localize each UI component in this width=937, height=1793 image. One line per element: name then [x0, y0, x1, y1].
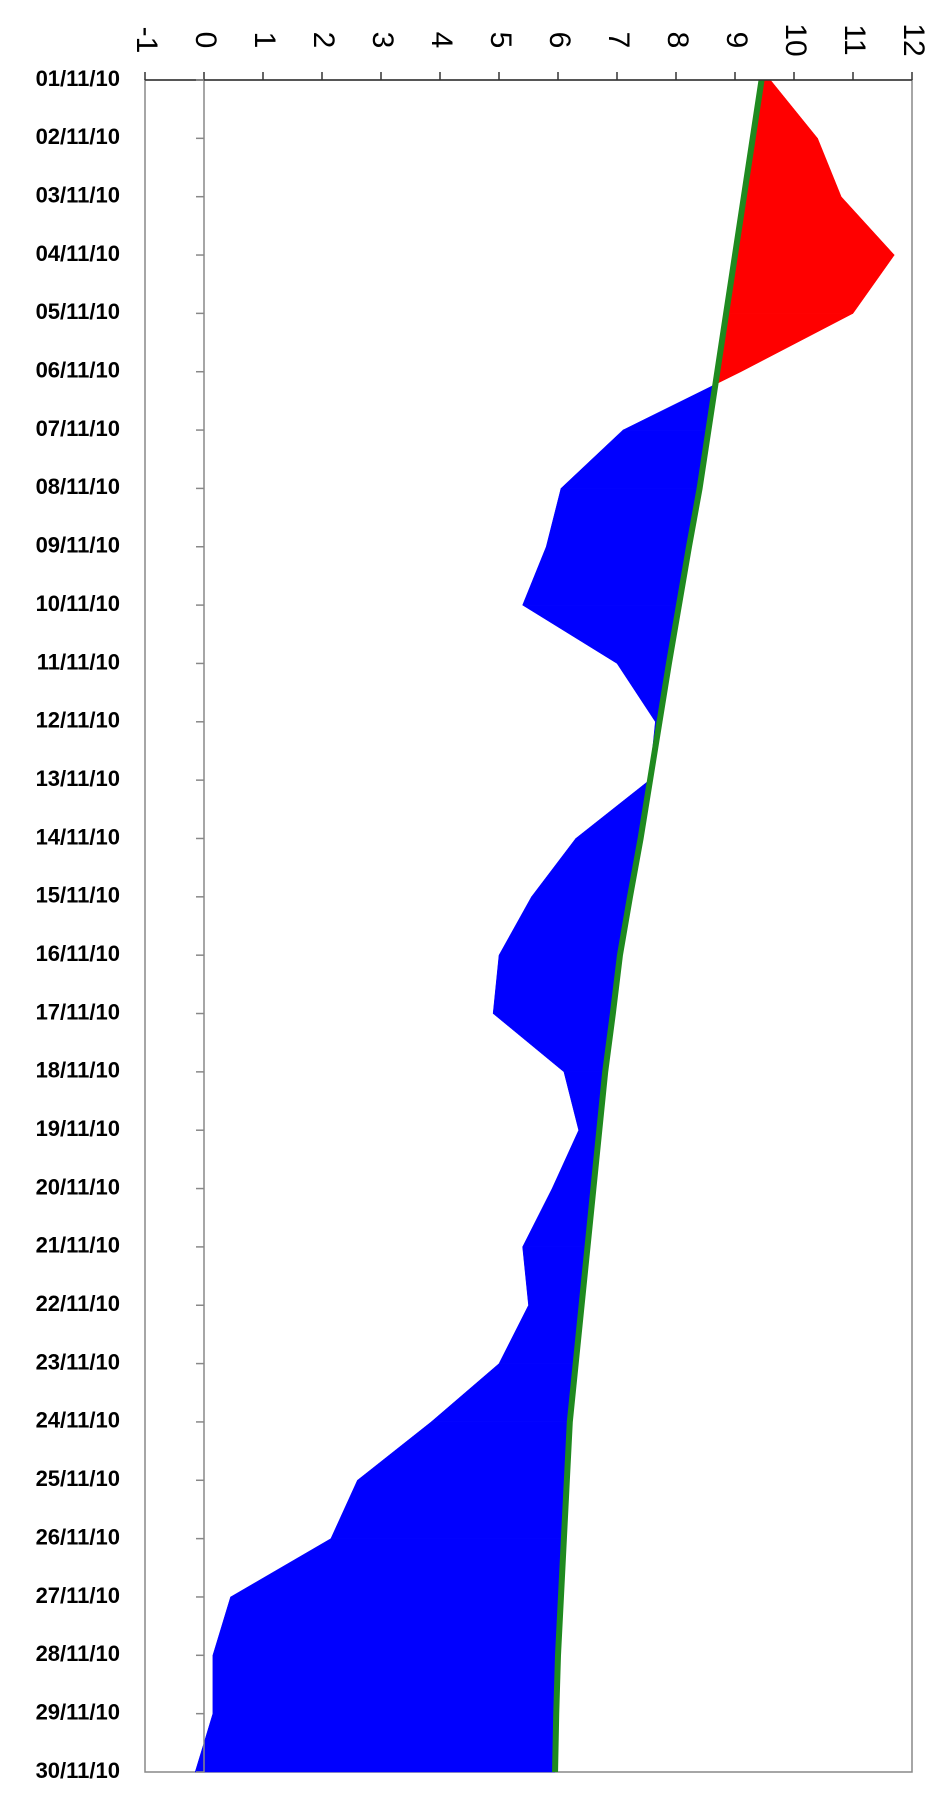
area-segment [194, 1713, 557, 1773]
area-segment [522, 1246, 588, 1306]
category-label: 30/11/10 [36, 1758, 120, 1783]
value-tick-label: 3 [366, 32, 399, 49]
area-segment [498, 896, 631, 956]
category-label: 09/11/10 [36, 533, 120, 558]
category-label: 18/11/10 [36, 1058, 120, 1083]
area-segment [430, 1363, 576, 1423]
value-tick-label: 10 [779, 23, 812, 56]
category-label: 13/11/10 [36, 766, 120, 791]
category-label: 28/11/10 [36, 1641, 120, 1666]
value-tick-label: 9 [720, 32, 753, 49]
category-label: 08/11/10 [36, 474, 120, 499]
area-segment [743, 138, 842, 197]
category-label: 19/11/10 [36, 1116, 120, 1141]
value-tick-label: 2 [307, 32, 340, 49]
area-segment [492, 954, 621, 1014]
area-segment [574, 779, 651, 839]
area-segment [545, 488, 700, 548]
value-tick-label: 8 [661, 32, 694, 49]
area-segment [522, 1188, 594, 1248]
area-segment [356, 1421, 571, 1481]
category-label: 21/11/10 [36, 1233, 120, 1258]
category-label: 05/11/10 [36, 299, 120, 324]
area-segment [717, 313, 854, 372]
area-segment [734, 196, 895, 256]
category-label: 10/11/10 [36, 591, 120, 616]
category-label: 25/11/10 [36, 1466, 120, 1491]
trend-line [552, 79, 765, 1773]
category-label: 27/11/10 [36, 1583, 120, 1608]
value-tick-label: 5 [484, 32, 517, 49]
value-tick-label: 4 [425, 32, 458, 49]
category-label: 03/11/10 [36, 183, 120, 208]
category-label: 15/11/10 [36, 883, 120, 908]
area-segment [560, 429, 709, 489]
value-tick-label: -1 [130, 27, 163, 54]
category-label: 04/11/10 [36, 241, 120, 266]
area-segment [212, 1655, 559, 1714]
category-label: 23/11/10 [36, 1349, 120, 1374]
category-label: 11/11/10 [37, 649, 120, 674]
category-label: 01/11/10 [36, 66, 120, 91]
category-label: 17/11/10 [36, 999, 120, 1024]
category-label: 02/11/10 [36, 124, 120, 149]
area-segment [522, 546, 690, 606]
value-tick-label: 11 [838, 24, 871, 55]
value-tick-label: 6 [543, 32, 576, 49]
category-label: 06/11/10 [36, 358, 120, 383]
category-label: 14/11/10 [36, 824, 120, 849]
category-label: 24/11/10 [36, 1408, 120, 1433]
category-label: 22/11/10 [36, 1291, 120, 1316]
area-segment [330, 1480, 568, 1539]
area-segment [530, 838, 641, 898]
category-label: 12/11/10 [36, 708, 120, 733]
value-tick-label: 12 [897, 23, 930, 56]
value-tick-label: 1 [248, 32, 281, 49]
area-segment [498, 1304, 582, 1364]
category-label: 07/11/10 [36, 416, 120, 441]
area-segment [725, 254, 895, 314]
area-segment [212, 1596, 562, 1656]
category-label: 29/11/10 [36, 1699, 120, 1724]
category-label: 20/11/10 [36, 1174, 120, 1199]
category-label: 16/11/10 [36, 941, 120, 966]
category-label: 26/11/10 [36, 1524, 120, 1549]
area-segment [492, 1013, 614, 1073]
value-tick-label: 7 [602, 32, 635, 49]
area-segment [622, 383, 716, 431]
area-segment [229, 1538, 565, 1598]
value-tick-label: 0 [189, 32, 222, 49]
area-segment [521, 604, 680, 664]
